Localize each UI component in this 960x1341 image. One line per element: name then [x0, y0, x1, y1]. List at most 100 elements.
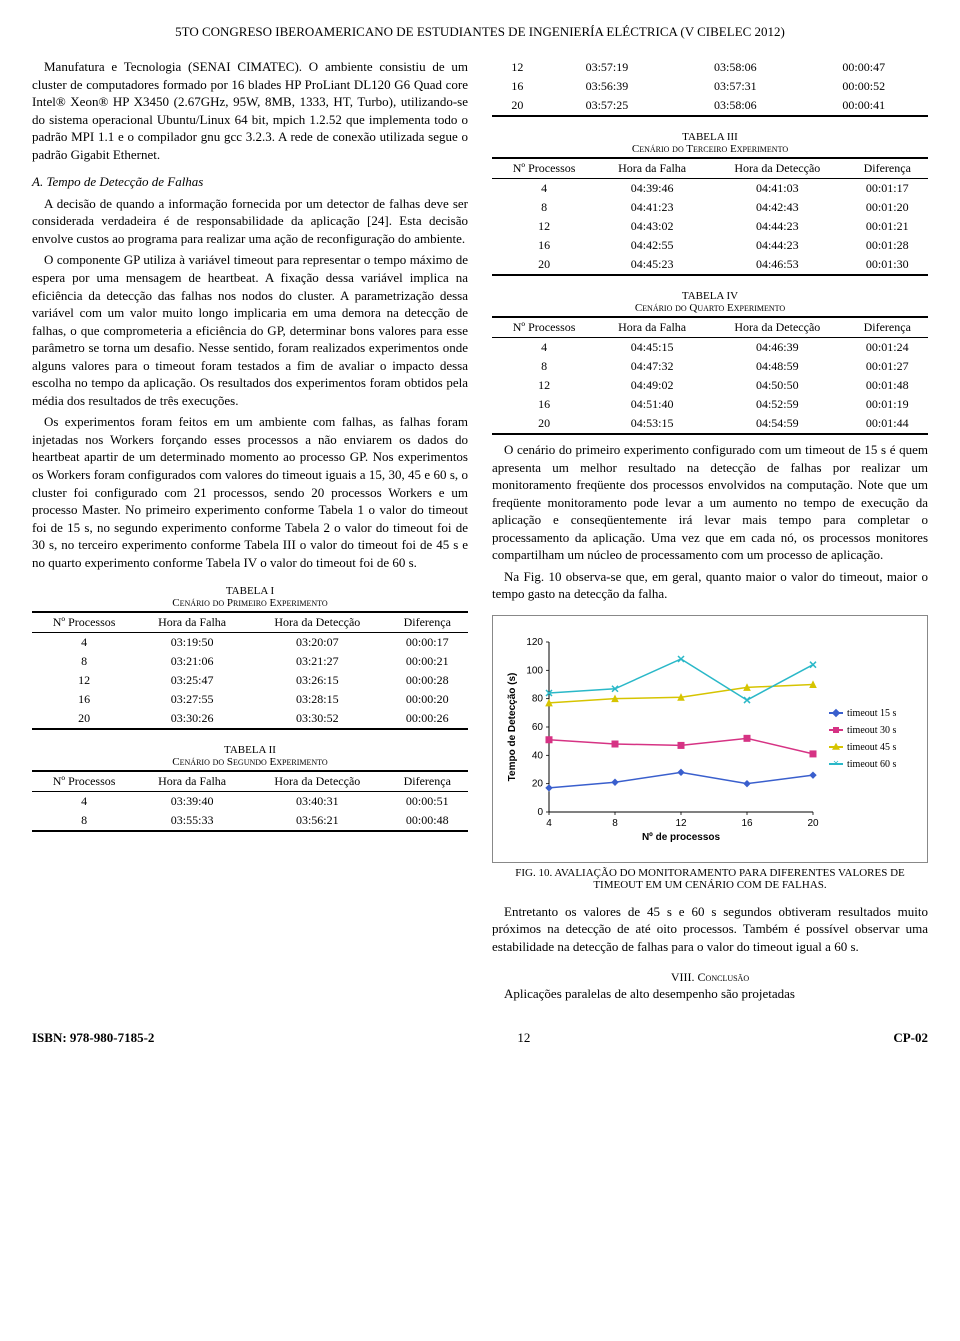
- chart-legend: timeout 15 s timeout 30 s timeout 45 s ×tim…: [829, 624, 919, 854]
- svg-text:60: 60: [532, 722, 544, 733]
- table-cell: 03:55:33: [136, 811, 248, 831]
- svg-text:20: 20: [807, 818, 819, 829]
- table-row: 404:45:1504:46:3900:01:24: [492, 338, 928, 358]
- table-cell: 04:54:59: [708, 414, 846, 434]
- table-cell: 03:57:19: [543, 58, 671, 77]
- table-row: 1604:51:4004:52:5900:01:19: [492, 395, 928, 414]
- col-header: Nº Processos: [492, 317, 596, 338]
- legend-item: timeout 30 s: [829, 725, 919, 736]
- legend-item: ×timeout 60 s: [829, 759, 919, 770]
- table-cell: 04:45:23: [596, 255, 708, 275]
- table-cell: 00:01:48: [847, 376, 928, 395]
- table-cell: 03:27:55: [136, 690, 248, 709]
- table-cell: 03:20:07: [248, 633, 386, 653]
- table-cell: 16: [32, 690, 136, 709]
- col-header: Hora da Falha: [136, 771, 248, 792]
- table-cell: 12: [32, 671, 136, 690]
- col-header: Nº Processos: [492, 158, 596, 179]
- table-cell: 00:01:21: [847, 217, 928, 236]
- caption-line1: TABELA IV: [492, 290, 928, 302]
- footer-left: ISBN: 978-980-7185-2: [32, 1030, 154, 1046]
- table-cell: 04:42:43: [708, 198, 846, 217]
- table-cell: 00:00:51: [387, 792, 468, 812]
- table-cell: 04:41:03: [708, 179, 846, 199]
- table-cell: 00:00:21: [387, 652, 468, 671]
- table-cell: 00:00:48: [387, 811, 468, 831]
- table-row: 2003:30:2603:30:5200:00:26: [32, 709, 468, 729]
- table-row: 404:39:4604:41:0300:01:17: [492, 179, 928, 199]
- caption-line1: TABELA I: [32, 585, 468, 597]
- table-cell: 8: [492, 357, 596, 376]
- legend-item: timeout 45 s: [829, 742, 919, 753]
- paragraph: Entretanto os valores de 45 s e 60 s seg…: [492, 903, 928, 956]
- table-cell: 03:26:15: [248, 671, 386, 690]
- table-cell: 03:30:26: [136, 709, 248, 729]
- table-cell: 04:41:23: [596, 198, 708, 217]
- table-cell: 03:56:21: [248, 811, 386, 831]
- table-cell: 03:56:39: [543, 77, 671, 96]
- table-row: 1604:42:5504:44:2300:01:28: [492, 236, 928, 255]
- caption-line1: TABELA II: [32, 744, 468, 756]
- section-number: VIII.: [671, 970, 695, 984]
- svg-text:Nº de processos: Nº de processos: [642, 832, 721, 843]
- table-row: 1204:49:0204:50:5000:01:48: [492, 376, 928, 395]
- paragraph: O cenário do primeiro experimento config…: [492, 441, 928, 564]
- paragraph: Aplicações paralelas de alto desempenho …: [492, 985, 928, 1003]
- table-cell: 04:51:40: [596, 395, 708, 414]
- table-row: 1603:27:5503:28:1500:00:20: [32, 690, 468, 709]
- col-header: Hora da Falha: [136, 612, 248, 633]
- table-1: Nº Processos Hora da Falha Hora da Detec…: [32, 611, 468, 730]
- table-row: 1204:43:0204:44:2300:01:21: [492, 217, 928, 236]
- table-cell: 00:00:28: [387, 671, 468, 690]
- table-2-continued: 1203:57:1903:58:0600:00:471603:56:3903:5…: [492, 58, 928, 117]
- table-cell: 16: [492, 236, 596, 255]
- table-cell: 00:00:17: [387, 633, 468, 653]
- caption-line2: Cenário do Segundo Experimento: [32, 756, 468, 768]
- paragraph: A decisão de quando a informação forneci…: [32, 195, 468, 248]
- svg-text:16: 16: [741, 818, 753, 829]
- paragraph: O componente GP utiliza à variável timeo…: [32, 251, 468, 409]
- page-header: 5TO CONGRESO IBEROAMERICANO DE ESTUDIANT…: [32, 24, 928, 40]
- table-cell: 00:01:17: [847, 179, 928, 199]
- table-cell: 8: [32, 652, 136, 671]
- paragraph: Manufatura e Tecnologia (SENAI CIMATEC).…: [32, 58, 468, 163]
- table-cell: 20: [492, 414, 596, 434]
- table-row: 2003:57:2503:58:0600:00:41: [492, 96, 928, 116]
- two-column-layout: Manufatura e Tecnologia (SENAI CIMATEC).…: [32, 58, 928, 1006]
- table-cell: 00:01:44: [847, 414, 928, 434]
- table-cell: 03:58:06: [671, 96, 799, 116]
- section-heading: VIII. Conclusão: [492, 970, 928, 985]
- table-cell: 04:44:23: [708, 236, 846, 255]
- col-header: Diferença: [387, 612, 468, 633]
- table-cell: 03:25:47: [136, 671, 248, 690]
- table-cell: 03:21:06: [136, 652, 248, 671]
- svg-text:4: 4: [546, 818, 552, 829]
- col-header: Diferença: [387, 771, 468, 792]
- table-cell: 04:42:55: [596, 236, 708, 255]
- right-column: 1203:57:1903:58:0600:00:471603:56:3903:5…: [492, 58, 928, 1006]
- svg-text:120: 120: [526, 637, 543, 648]
- legend-swatch: [829, 712, 843, 714]
- table-cell: 04:47:32: [596, 357, 708, 376]
- subsection-title: A. Tempo de Detecção de Falhas: [32, 173, 468, 191]
- table-row: 403:19:5003:20:0700:00:17: [32, 633, 468, 653]
- table-cell: 03:57:25: [543, 96, 671, 116]
- table-cell: 04:52:59: [708, 395, 846, 414]
- table-cell: 00:01:20: [847, 198, 928, 217]
- table-cell: 20: [32, 709, 136, 729]
- table-cell: 03:19:50: [136, 633, 248, 653]
- table-cell: 00:00:47: [800, 58, 928, 77]
- table-cell: 4: [32, 792, 136, 812]
- table-cell: 8: [492, 198, 596, 217]
- table-row: 2004:45:2304:46:5300:01:30: [492, 255, 928, 275]
- table-cell: 00:01:28: [847, 236, 928, 255]
- legend-item: timeout 15 s: [829, 708, 919, 719]
- table-cell: 16: [492, 395, 596, 414]
- table-row: 403:39:4003:40:3100:00:51: [32, 792, 468, 812]
- paragraph: Na Fig. 10 observa-se que, em geral, qua…: [492, 568, 928, 603]
- col-header: Diferença: [847, 158, 928, 179]
- left-column: Manufatura e Tecnologia (SENAI CIMATEC).…: [32, 58, 468, 1006]
- section-title: Conclusão: [698, 970, 750, 984]
- table-cell: 8: [32, 811, 136, 831]
- chart-plot-area: 02040608010012048121620Nº de processosTe…: [501, 624, 821, 854]
